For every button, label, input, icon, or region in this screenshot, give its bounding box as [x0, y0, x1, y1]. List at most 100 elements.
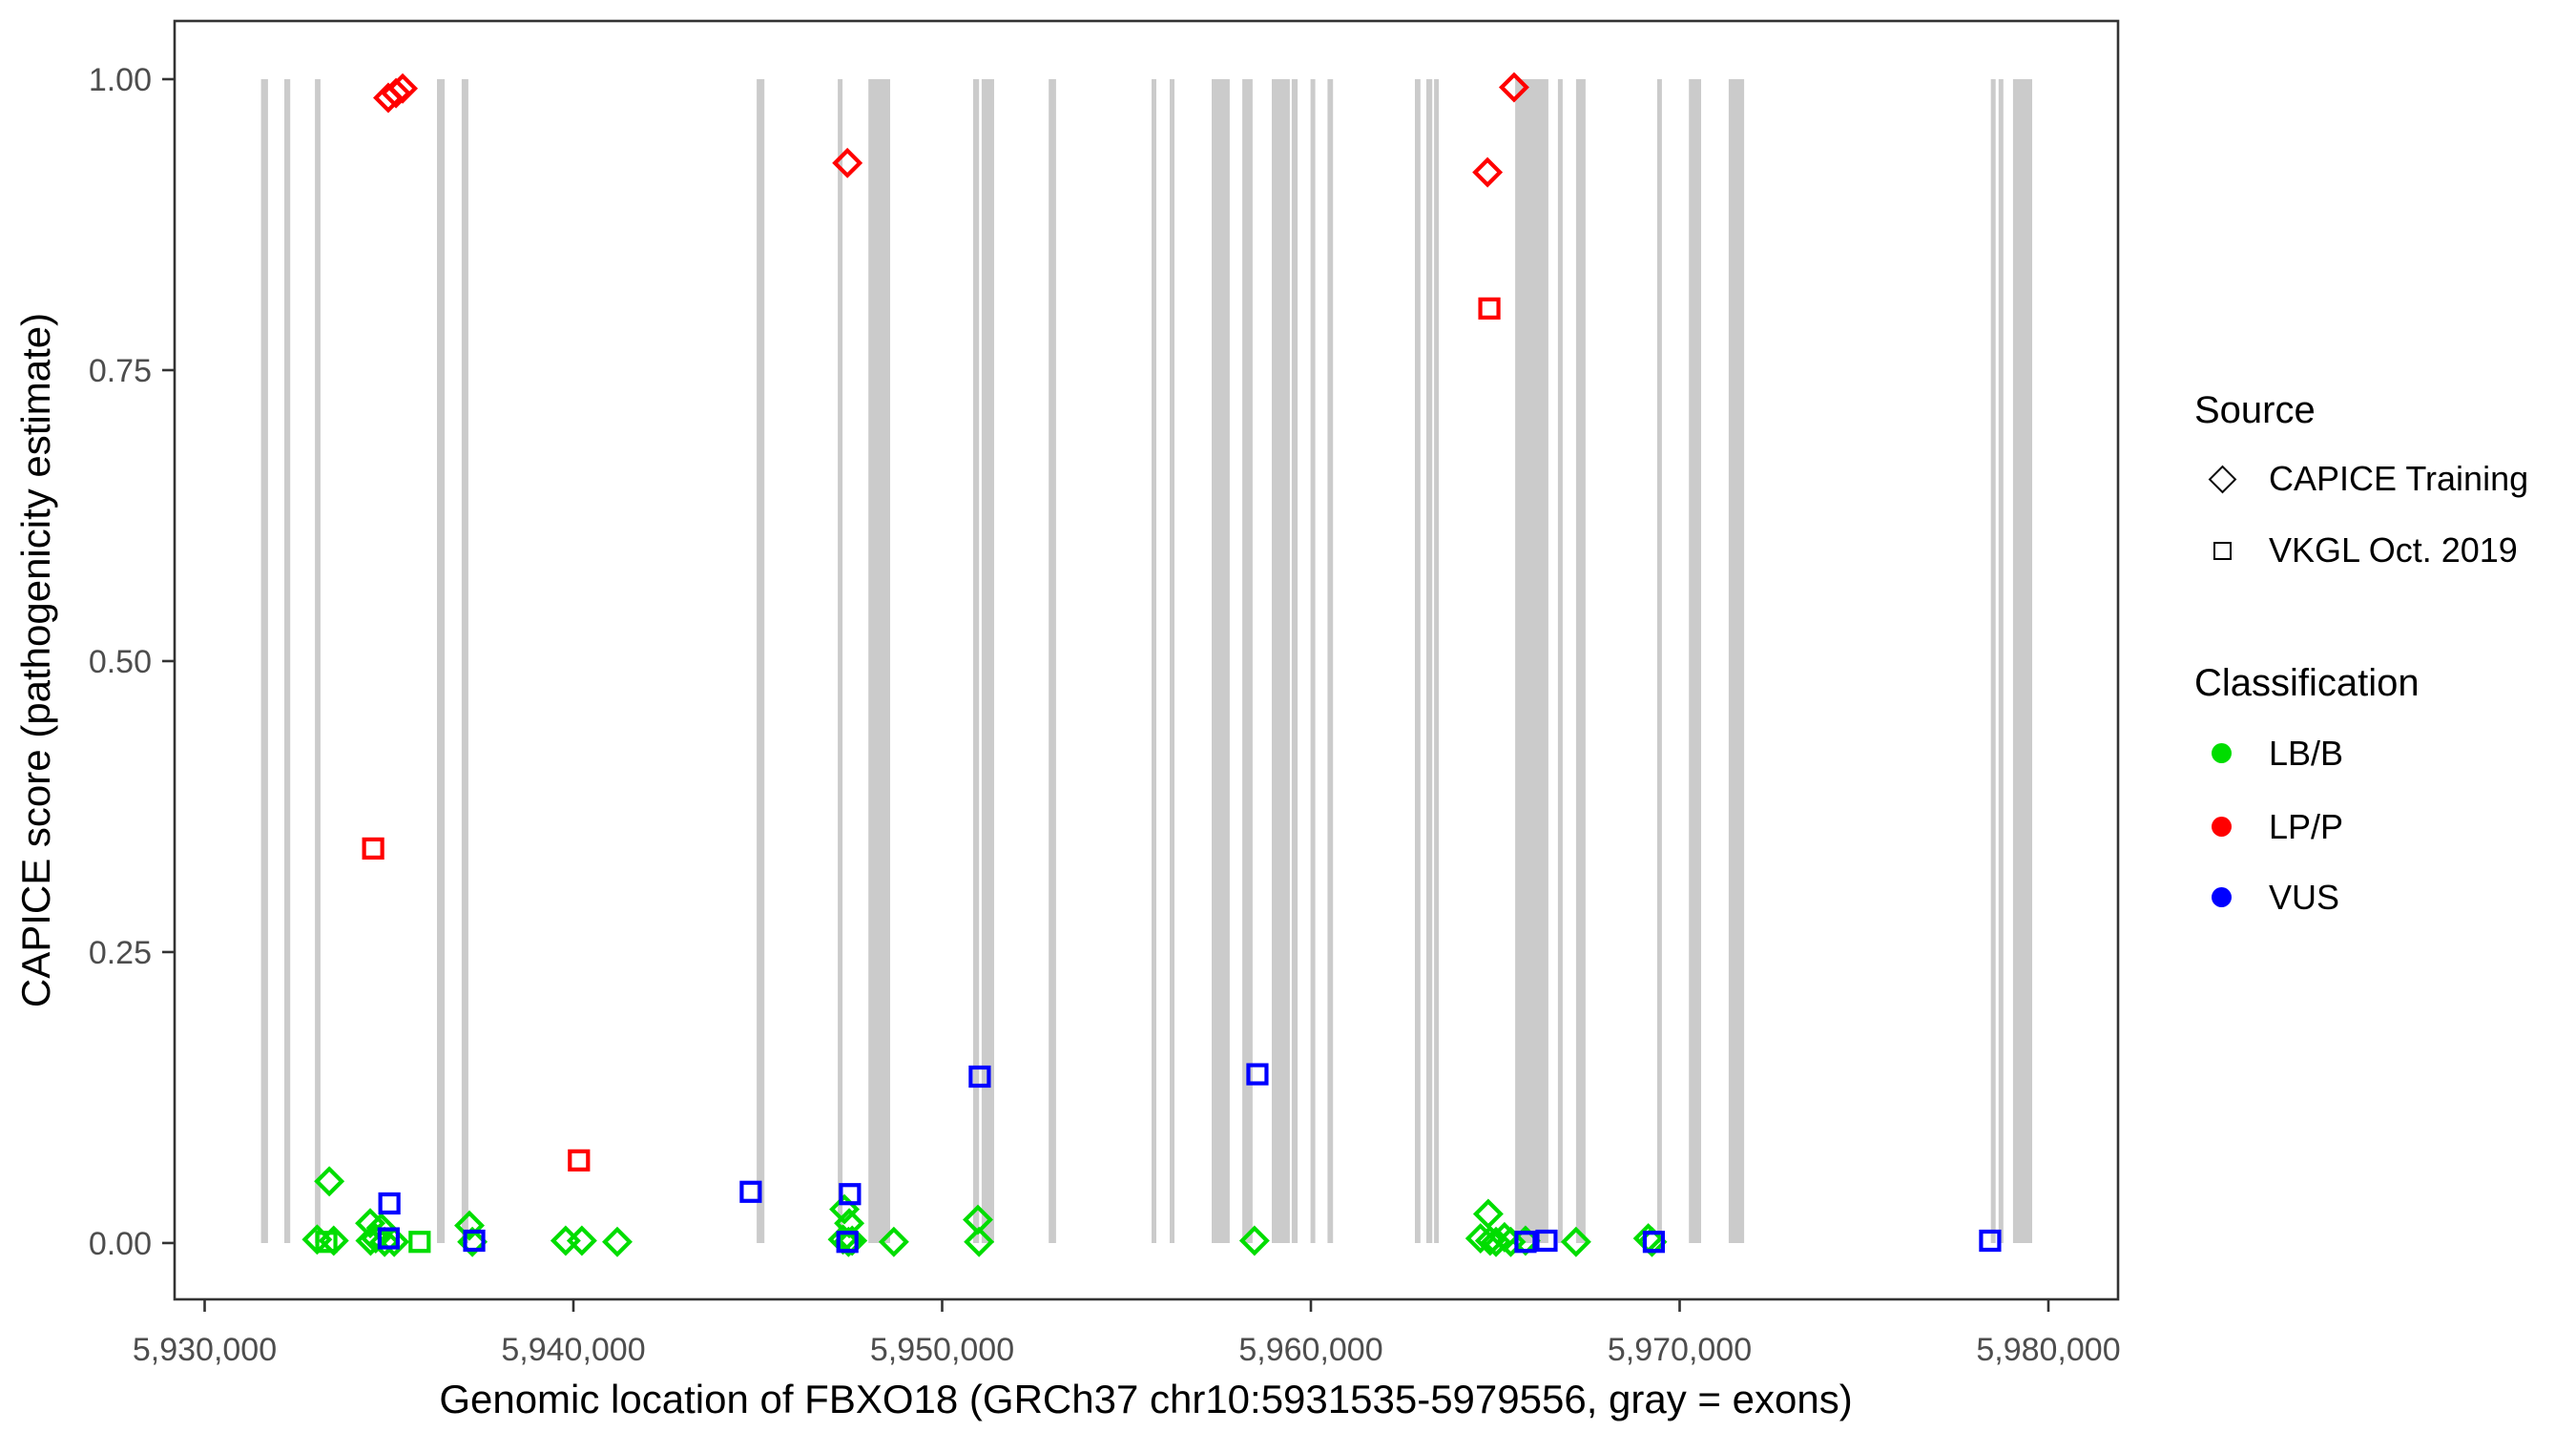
data-point-diamond	[550, 1225, 581, 1256]
exon-bar	[838, 79, 843, 1243]
data-point-square	[1535, 1229, 1558, 1253]
data-point-diamond	[1472, 1198, 1504, 1230]
data-point-square	[839, 1183, 862, 1206]
x-tick-label: 5,980,000	[1976, 1332, 2120, 1368]
data-point-diamond	[1474, 1225, 1506, 1256]
legend-item-vkgl: VKGL Oct. 2019	[2208, 529, 2518, 571]
x-tick-label: 5,960,000	[1238, 1332, 1382, 1368]
exon-bar	[1998, 79, 2004, 1243]
y-axis-title: CAPICE score (pathogenicity estimate)	[13, 313, 58, 1007]
data-point-diamond	[454, 1210, 485, 1241]
data-point-square	[378, 1192, 401, 1215]
data-point-diamond	[360, 1223, 391, 1255]
x-tick-label: 5,970,000	[1608, 1332, 1752, 1368]
data-point-square	[1478, 297, 1501, 320]
legend-item-lbb: LB/B	[2208, 733, 2343, 775]
y-tick-label: 1.00	[89, 62, 152, 98]
exon-bar	[1242, 79, 1253, 1243]
exon-bar	[1557, 79, 1563, 1243]
data-point-diamond	[318, 1225, 349, 1256]
exon-bar	[260, 79, 268, 1243]
exon-bar	[284, 79, 291, 1243]
x-tick-label: 5,930,000	[133, 1332, 277, 1368]
exon-bar	[1990, 79, 1996, 1243]
legend-item-label: LP/P	[2269, 807, 2344, 846]
exon-bar	[1575, 79, 1586, 1243]
exon-bar	[1689, 79, 1701, 1243]
exon-bar	[1212, 79, 1230, 1243]
legend-item-label: CAPICE Training	[2269, 459, 2529, 498]
data-point-square	[408, 1231, 431, 1254]
exon-bar	[1272, 79, 1290, 1243]
data-point-diamond	[379, 1226, 410, 1257]
data-point-square	[836, 1231, 859, 1254]
exon-bar	[1426, 79, 1433, 1243]
exon-bar	[1170, 79, 1174, 1243]
exon-bar	[315, 79, 321, 1243]
axes-layer: 5,930,000 5,940,000 5,950,000 5,960,000 5,97…	[89, 19, 2121, 1368]
y-tick-label: 0.75	[89, 353, 152, 389]
legend-item-lpp: LP/P	[2208, 806, 2343, 848]
legend-item-label: LB/B	[2269, 734, 2344, 773]
exon-bar	[757, 79, 765, 1243]
data-point-square	[1979, 1229, 2002, 1253]
data-point-square	[1514, 1231, 1537, 1254]
y-tick-label: 0.00	[89, 1226, 152, 1262]
exon-bar	[1515, 79, 1548, 1243]
exon-bar	[461, 79, 468, 1243]
data-point-square	[968, 1065, 991, 1089]
x-tick-label: 5,950,000	[870, 1332, 1014, 1368]
x-axis-title: Genomic location of FBXO18 (GRCh37 chr10…	[439, 1377, 1852, 1421]
exon-bar	[981, 79, 994, 1243]
exon-bar	[437, 79, 446, 1243]
y-tick-label: 0.25	[89, 935, 152, 971]
data-point-square	[377, 1227, 400, 1250]
legend-item-label: VUS	[2269, 878, 2340, 917]
data-point-square	[362, 837, 384, 860]
exon-bar	[1415, 79, 1421, 1243]
legend-classification-title: Classification	[2194, 662, 2420, 704]
legend: Source CAPICE Training VKGL Oct. 2019 Cl…	[2194, 0, 2566, 1431]
data-point-square	[463, 1229, 486, 1253]
exon-bars-layer	[260, 79, 2032, 1243]
data-point-diamond	[602, 1226, 633, 1257]
data-point-square	[315, 1231, 338, 1254]
data-point-diamond	[878, 1226, 909, 1257]
legend-item-vus: VUS	[2208, 877, 2339, 919]
data-point-diamond	[1472, 156, 1504, 188]
data-point-diamond	[566, 1225, 597, 1256]
exon-bar	[1327, 79, 1334, 1243]
data-point-diamond	[837, 1225, 868, 1256]
data-point-diamond	[1560, 1226, 1591, 1257]
y-tick-label: 0.50	[89, 644, 152, 680]
x-tick-label: 5,940,000	[501, 1332, 645, 1368]
data-point-square	[1642, 1231, 1666, 1254]
data-point-diamond	[369, 1226, 401, 1257]
exon-bar	[1434, 79, 1440, 1243]
data-point-diamond	[381, 77, 412, 109]
exon-bar	[973, 79, 980, 1243]
square-outline-icon	[2208, 536, 2236, 565]
exon-bar	[1049, 79, 1056, 1243]
data-point-diamond	[1498, 72, 1529, 103]
diamond-outline-icon	[2208, 465, 2237, 494]
legend-item-capice-training: CAPICE Training	[2208, 458, 2528, 500]
data-point-diamond	[832, 147, 863, 178]
exon-bar	[1310, 79, 1316, 1243]
data-point-square	[568, 1149, 591, 1172]
exon-bar	[1291, 79, 1298, 1243]
legend-source-title: Source	[2194, 389, 2316, 431]
data-point-diamond	[1238, 1225, 1270, 1256]
exon-bar	[1728, 79, 1745, 1243]
data-point-diamond	[964, 1226, 995, 1257]
data-points-layer	[301, 72, 2002, 1257]
exon-bar	[1152, 79, 1156, 1243]
red-dot-icon	[2208, 813, 2236, 841]
exon-bar	[868, 79, 890, 1243]
data-point-diamond	[387, 73, 419, 104]
data-point-diamond	[1495, 1226, 1527, 1257]
exon-bar	[1656, 79, 1662, 1243]
blue-dot-icon	[2208, 883, 2236, 912]
